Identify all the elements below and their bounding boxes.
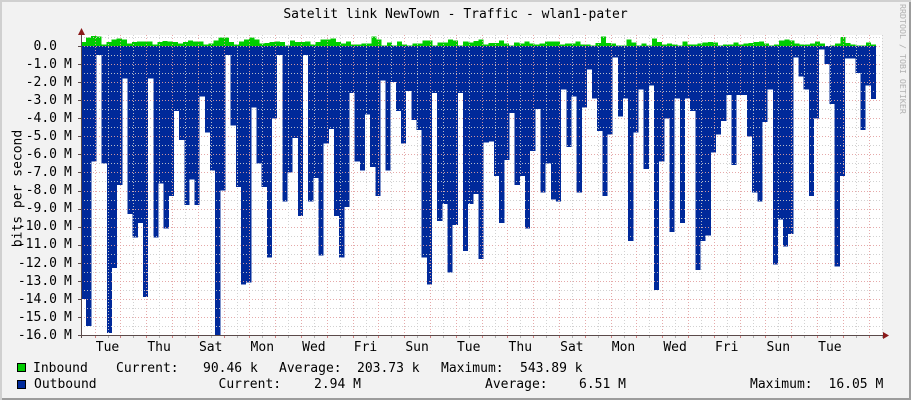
legend-outbound-maximum-value: 16.05 M [828,377,884,392]
rrdtool-watermark: RRDTOOL / TOBI OETIKER [898,4,908,114]
x-tick-label: Mon [250,339,275,355]
y-tick-value: -5.0 [25,129,57,145]
y-tick-unit: M [64,165,72,181]
y-tick-unit: M [64,201,72,217]
y-tick-unit: M [64,56,72,72]
x-tick-label: Wed [302,339,326,355]
x-tick-label: Sat [198,339,223,355]
x-tick-label: Fri [353,339,378,355]
y-tick-value: -4.0 [25,111,57,126]
y-tick-unit: M [64,183,72,199]
x-tick-label: Sun [766,339,791,355]
legend-outbound-average-label: Average: [485,377,548,392]
x-tick-label: Sun [405,339,429,355]
legend-inbound-maximum-label: Maximum: [441,361,504,376]
legend-inbound-current-value: 90.46 k [203,361,258,376]
x-axis-arrow-icon [883,332,889,339]
outbound-color-swatch [17,380,26,389]
y-tick-value: -3.0 [25,92,57,108]
legend-outbound-current-label: Current: [218,377,282,392]
legend-outbound-current-value: 2.94 M [314,377,361,392]
x-tick-label: Tue [456,339,481,355]
x-tick-label: Tue [818,339,842,355]
y-tick-value: -6.0 [25,147,57,163]
chart-title: Satelit link NewTown - Traffic - wlan1-p… [283,6,628,22]
legend-inbound-maximum-value: 543.89 k [520,361,583,376]
legend-outbound-average-value: 6.51 M [579,377,626,392]
y-tick-value: -9.0 [25,201,57,217]
y-tick-value: -13.0 [17,273,57,289]
y-tick-value: -2.0 [25,74,57,90]
y-tick-unit: M [64,74,72,90]
legend-inbound-current-label: Current: [116,361,179,376]
outbound-area [81,46,876,336]
x-tick-label: Thu [508,339,533,355]
y-tick-unit: M [64,111,72,126]
y-tick-value: -15.0 [17,309,57,325]
y-tick-unit: M [64,291,72,307]
y-axis-arrow-icon [78,28,85,35]
inbound-color-swatch [17,363,26,372]
y-tick-value: -16.0 [17,327,57,343]
y-tick-unit: M [64,309,72,325]
y-tick-unit: M [64,327,72,343]
legend-inbound-average-label: Average: [279,361,342,376]
y-tick-value: -11.0 [17,237,57,253]
legend-inbound-average-value: 203.73 k [357,361,420,376]
x-tick-label: Wed [663,339,687,355]
y-tick-value: -10.0 [17,219,57,235]
inbound-area [81,36,876,46]
y-tick-value: -1.0 [25,56,57,72]
legend-outbound-name: Outbound [34,377,97,392]
x-tick-label: Tue [95,339,120,355]
legend-inbound-name: Inbound [33,361,88,376]
legend-outbound-maximum-label: Maximum: [750,377,813,392]
y-tick-unit: M [64,273,72,289]
x-tick-label: Thu [147,339,171,355]
y-tick-value: -7.0 [25,165,57,181]
y-tick-unit: M [64,237,72,253]
y-tick-value: 0.0 [33,38,57,54]
y-tick-value: -12.0 [17,255,57,271]
y-tick-unit: M [64,129,72,145]
y-tick-unit: M [64,92,72,108]
y-tick-unit: M [64,219,72,235]
x-tick-label: Sat [560,339,584,355]
y-tick-unit: M [64,255,72,271]
y-tick-unit: M [64,147,72,163]
x-tick-label: Fri [714,339,739,355]
y-tick-value: -14.0 [17,291,57,307]
x-tick-label: Mon [611,339,636,355]
y-tick-value: -8.0 [25,183,57,199]
